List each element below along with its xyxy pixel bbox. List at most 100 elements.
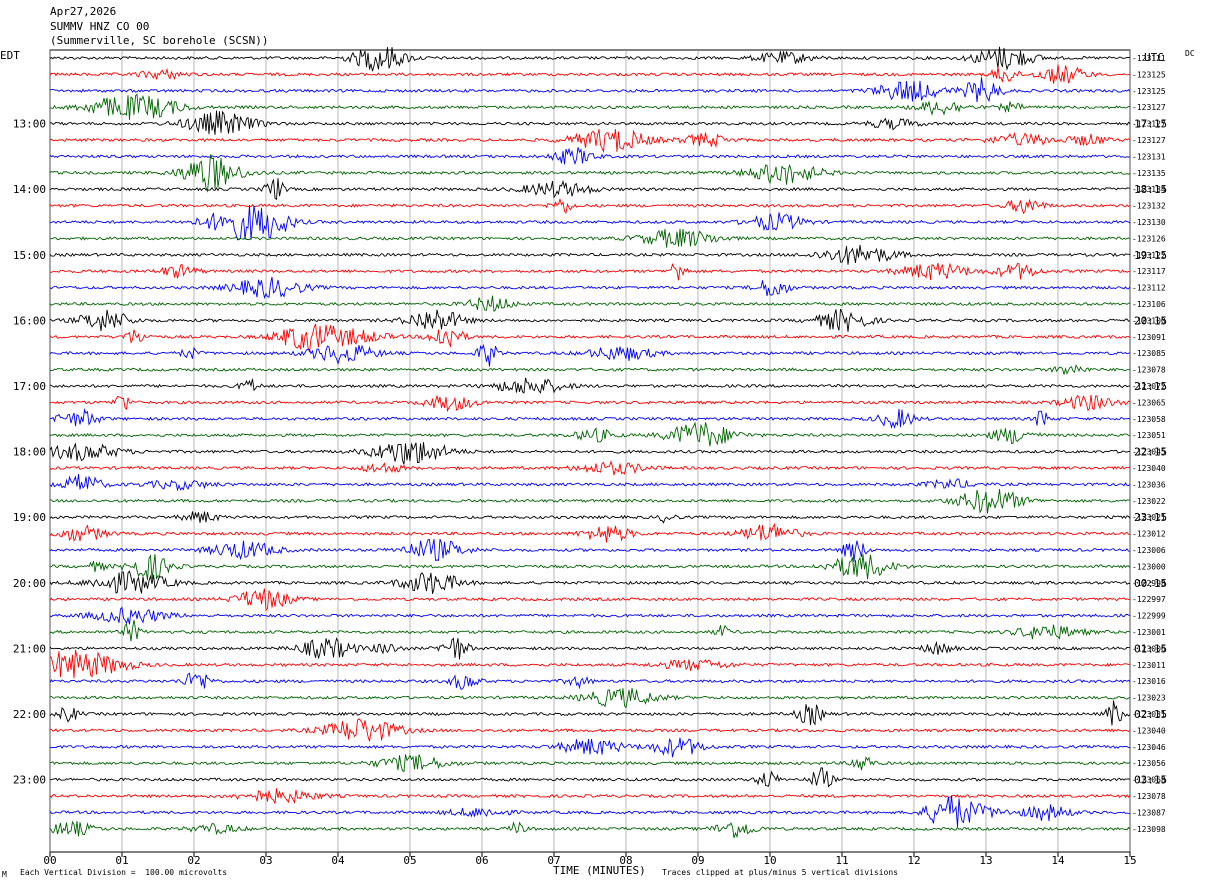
right-hour-label: 17:15 [1134, 118, 1167, 131]
seismic-trace [49, 421, 1131, 447]
corner-mark: M [2, 870, 7, 879]
dc-offset-label: -123011 [1132, 661, 1166, 670]
dc-offset-label: -123125 [1132, 87, 1166, 96]
dc-offset-label: -123006 [1132, 546, 1166, 555]
dc-offset-label: -123112 [1132, 284, 1166, 293]
dc-offset-label: -123012 [1132, 530, 1166, 539]
scale-note: Each Vertical Division = 100.00 microvol… [20, 868, 228, 877]
seismic-trace [49, 377, 1131, 394]
dc-offset-label: -123122 [1132, 251, 1166, 260]
seismic-trace [49, 295, 1131, 313]
x-tick-label: 11 [835, 854, 848, 867]
left-hour-label: 18:00 [13, 446, 46, 459]
seismic-trace [49, 538, 1131, 562]
seismic-trace [49, 323, 1131, 353]
seismic-trace [49, 77, 1131, 103]
dc-offset-label: -123016 [1132, 677, 1166, 686]
dc-offset-label: -123036 [1132, 480, 1166, 489]
seismic-trace [49, 788, 1131, 804]
seismic-trace [49, 570, 1131, 594]
right-hour-label: 22:15 [1134, 446, 1167, 459]
seismic-trace [49, 407, 1131, 429]
dc-offset-label: -123021 [1132, 513, 1166, 522]
x-tick-label: 09 [691, 854, 704, 867]
dc-offset-label: -123132 [1132, 202, 1166, 211]
seismic-trace [49, 276, 1131, 300]
seismic-trace [49, 262, 1130, 281]
dc-offset-label: -123056 [1132, 759, 1166, 768]
dc-offset-label: -123127 [1132, 120, 1166, 129]
seismic-trace [49, 460, 1131, 476]
x-tick-label: 03 [259, 854, 272, 867]
dc-offset-label: -123072 [1132, 382, 1166, 391]
seismic-trace [49, 197, 1131, 215]
dc-offset-label: -123046 [1132, 743, 1166, 752]
seismic-trace [50, 767, 1131, 788]
left-timezone-label: EDT [0, 49, 20, 62]
dc-offset-label: -123078 [1132, 366, 1166, 375]
seismic-trace [49, 606, 1131, 625]
dc-offset-label: -122997 [1132, 595, 1166, 604]
dc-offset-label: -123058 [1132, 415, 1166, 424]
seismic-trace [49, 442, 1130, 465]
seismic-trace [49, 488, 1131, 514]
header-location: (Summerville, SC borehole (SCSN)) [50, 34, 269, 47]
seismic-trace [49, 588, 1131, 612]
x-tick-label: 00 [43, 854, 56, 867]
dc-offset-label: -123121 [1132, 54, 1166, 63]
seismic-trace [49, 522, 1131, 543]
header-station: SUMMV HNZ CO 00 [50, 20, 150, 33]
seismic-trace [49, 364, 1131, 375]
seismic-trace [49, 244, 1131, 265]
dc-offset-label: -123135 [1132, 169, 1166, 178]
seismic-trace [49, 394, 1131, 413]
dc-offset-label: -123065 [1132, 398, 1166, 407]
dc-offset-label: -123117 [1132, 267, 1166, 276]
x-tick-label: 15 [1123, 854, 1136, 867]
dc-offset-label: -123091 [1132, 333, 1166, 342]
dc-offset-label: -123051 [1132, 431, 1166, 440]
dc-offset-label: -122999 [1132, 612, 1166, 621]
left-hour-label: 19:00 [13, 511, 46, 524]
seismic-trace [49, 700, 1131, 726]
seismic-trace [49, 204, 1131, 241]
left-hour-label: 15:00 [13, 249, 46, 262]
left-hour-label: 22:00 [13, 708, 46, 721]
dc-offset-label: -123068 [1132, 776, 1166, 785]
seismic-trace [49, 554, 1131, 581]
seismic-trace [49, 46, 1130, 72]
seismic-trace [49, 754, 1131, 773]
x-tick-label: 01 [115, 854, 128, 867]
dc-offset-label: -123045 [1132, 448, 1166, 457]
x-tick-label: 14 [1051, 854, 1065, 867]
dc-offset-label: -123078 [1132, 792, 1166, 801]
dc-offset-label: -123106 [1132, 300, 1166, 309]
seismic-trace [49, 93, 1131, 120]
right-hour-label: 21:15 [1134, 380, 1167, 393]
seismic-trace [49, 619, 1131, 642]
seismic-trace [49, 154, 1131, 193]
seismic-trace [49, 474, 1131, 492]
left-hour-label: 20:00 [13, 577, 46, 590]
left-hour-label: 13:00 [13, 118, 46, 131]
x-tick-label: 06 [475, 854, 488, 867]
dc-offset-label: -123134 [1132, 185, 1166, 194]
right-hour-label: 02:15 [1134, 708, 1167, 721]
dc-offset-label: -123131 [1132, 152, 1166, 161]
seismic-trace [49, 147, 1131, 166]
dc-offset-label: -123098 [1132, 825, 1166, 834]
clip-note: Traces clipped at plus/minus 5 vertical … [662, 868, 899, 877]
dc-offset-label: -123040 [1132, 464, 1166, 473]
seismic-trace [49, 64, 1131, 84]
seismic-trace [49, 228, 1131, 248]
x-tick-label: 05 [403, 854, 416, 867]
dc-offset-label: -122998 [1132, 579, 1166, 588]
seismic-trace [49, 737, 1131, 758]
seismic-trace [49, 718, 1131, 742]
dc-offset-label: -123127 [1132, 103, 1166, 112]
x-axis-title: TIME (MINUTES) [553, 864, 646, 877]
dc-offset-label: -123125 [1132, 70, 1166, 79]
x-tick-label: 07 [547, 854, 560, 867]
seismic-trace [49, 308, 1131, 332]
right-hour-label: 20:15 [1134, 314, 1167, 327]
